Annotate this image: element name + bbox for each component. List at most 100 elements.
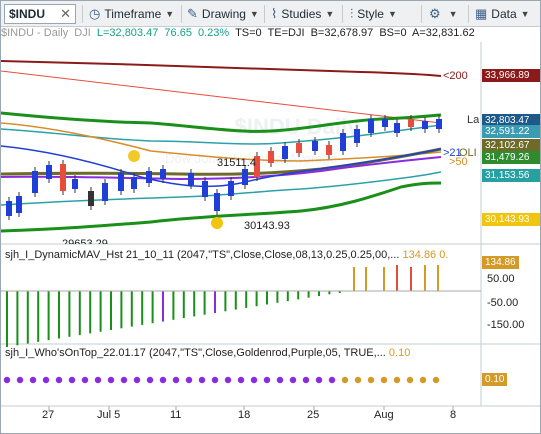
exchange-code: DJI — [74, 27, 91, 39]
price-axis-label: 33,966.89 — [482, 69, 540, 82]
candle-body — [296, 143, 302, 153]
indicator1-value: 134.86 — [402, 249, 437, 261]
dot-marker — [16, 376, 24, 384]
candle-body — [354, 129, 360, 143]
candle-body — [72, 179, 78, 189]
studies-icon: ⌇ — [271, 6, 278, 21]
candle-body — [131, 177, 137, 189]
indicator1-axis-label: -150.00 — [487, 319, 525, 331]
dot-marker — [29, 376, 37, 384]
dot-marker — [263, 376, 271, 384]
drawing-label: Drawing — [201, 7, 246, 21]
dot-marker — [432, 376, 440, 384]
dot-marker — [419, 376, 427, 384]
pivot-marker[interactable] — [128, 150, 140, 162]
indicator1-axis-label: 50.00 — [487, 273, 515, 285]
clear-icon[interactable]: ✕ — [60, 6, 71, 21]
symbol-input[interactable]: $INDU ✕ — [4, 4, 76, 24]
trend-line[interactable] — [1, 70, 442, 124]
candle-body — [368, 119, 374, 133]
studies-button[interactable]: ⌇ Studies ▼ — [271, 6, 334, 22]
ma21-line — [1, 145, 442, 188]
candle-body — [282, 146, 288, 159]
style-button[interactable]: ⫶ Style ▼ — [350, 6, 397, 22]
chevron-down-icon: ▼ — [325, 9, 335, 19]
dot-marker — [211, 376, 219, 384]
candlestick-series[interactable] — [6, 115, 442, 220]
time-axis-label: 25 — [307, 409, 320, 421]
low-annotation-1: 31511.4 — [217, 157, 256, 169]
dot-marker — [3, 376, 11, 384]
timeframe-label: Timeframe — [104, 7, 162, 21]
price-axis-label: 32,102.67 — [482, 139, 540, 152]
percent-change: 0.23% — [198, 27, 230, 39]
candle-body — [16, 196, 22, 213]
data-grid-icon: ▦ — [475, 6, 488, 21]
oli-annotation: OLI — [459, 147, 477, 159]
data-button[interactable]: ▦ Data ▼ — [475, 6, 530, 22]
indicator1-current-label: 134.86 — [482, 256, 519, 269]
candle-body — [6, 201, 12, 216]
chevron-down-icon: ▼ — [165, 9, 175, 19]
time-axis-label: Jul 5 — [97, 409, 121, 421]
clock-icon: ◷ — [89, 6, 101, 21]
chart-title: $INDU - Daily — [1, 27, 69, 39]
upper-channel-line — [1, 124, 442, 145]
dot-marker — [393, 376, 401, 384]
time-axis-label: 8 — [450, 409, 457, 421]
last-annotation: La — [467, 114, 480, 126]
dot-marker — [198, 376, 206, 384]
time-axis-label: Aug — [374, 409, 394, 421]
candle-body — [160, 169, 166, 179]
indicator1-axis-label: -50.00 — [487, 297, 519, 309]
last-price: L=32,803.47 — [96, 27, 159, 39]
indicator2-title: sjh_I_Who'sOnTop_22.01.17 (2047,"TS",Clo… — [5, 347, 475, 359]
candle-body — [88, 191, 94, 206]
dot-marker — [224, 376, 232, 384]
dot-marker — [120, 376, 128, 384]
settings-button[interactable]: ⚙ ▼ — [429, 6, 458, 22]
ma200-annotation: <200 — [443, 70, 468, 82]
pivot-low-marker[interactable] — [211, 217, 223, 229]
dot-marker — [68, 376, 76, 384]
gear-icon: ⚙ — [429, 6, 441, 21]
candle-body — [188, 173, 194, 185]
ma50-annotation: >50 — [449, 156, 468, 168]
candle-body — [102, 183, 108, 201]
toolbar-separator — [421, 5, 422, 23]
dot-marker — [185, 376, 193, 384]
indicator2-value: 0.10 — [388, 347, 411, 359]
candle-body — [394, 123, 400, 133]
ma50-line — [1, 122, 442, 162]
dot-marker — [172, 376, 180, 384]
indicator2-name: sjh_I_Who'sOnTop_22.01.17 (2047,"TS",Clo… — [5, 347, 386, 359]
studies-label: Studies — [281, 7, 322, 21]
toolbar: $INDU ✕ ◷ Timeframe ▼ ✎ Drawing ▼ ⌇ Stud… — [1, 1, 540, 27]
indicator2-current-label: 0.10 — [482, 373, 508, 386]
dot-marker — [276, 376, 284, 384]
price-axis-label: 30,143.93 — [482, 213, 540, 226]
watermark-description: Dow Jones Industrial Average — [165, 151, 337, 166]
data-label: Data — [491, 7, 517, 21]
candle-body — [214, 193, 220, 211]
price-axis-label: 31,479.26 — [482, 151, 540, 164]
candle-body — [32, 171, 38, 193]
dot-marker — [315, 376, 323, 384]
dot-marker — [94, 376, 102, 384]
price-axis-label: 32,803.47 — [482, 114, 540, 127]
drawing-button[interactable]: ✎ Drawing ▼ — [187, 6, 259, 22]
candle-body — [60, 164, 66, 191]
candle-body — [326, 145, 332, 155]
ask-price: A=32,831.62 — [412, 27, 475, 39]
purple-ma-line — [1, 156, 442, 181]
lower-channel-line — [1, 171, 442, 206]
dot-marker — [55, 376, 63, 384]
candle-body — [118, 173, 124, 191]
time-axis-ticks — [48, 406, 454, 410]
timeframe-button[interactable]: ◷ Timeframe ▼ — [89, 6, 174, 22]
time-axis-label: 11 — [170, 409, 182, 421]
indicator1-name: sjh_I_DynamicMAV_Hst 21_10_11 (2047,"TS"… — [5, 249, 400, 261]
toolbar-separator — [264, 5, 265, 23]
candle-body — [312, 141, 318, 151]
